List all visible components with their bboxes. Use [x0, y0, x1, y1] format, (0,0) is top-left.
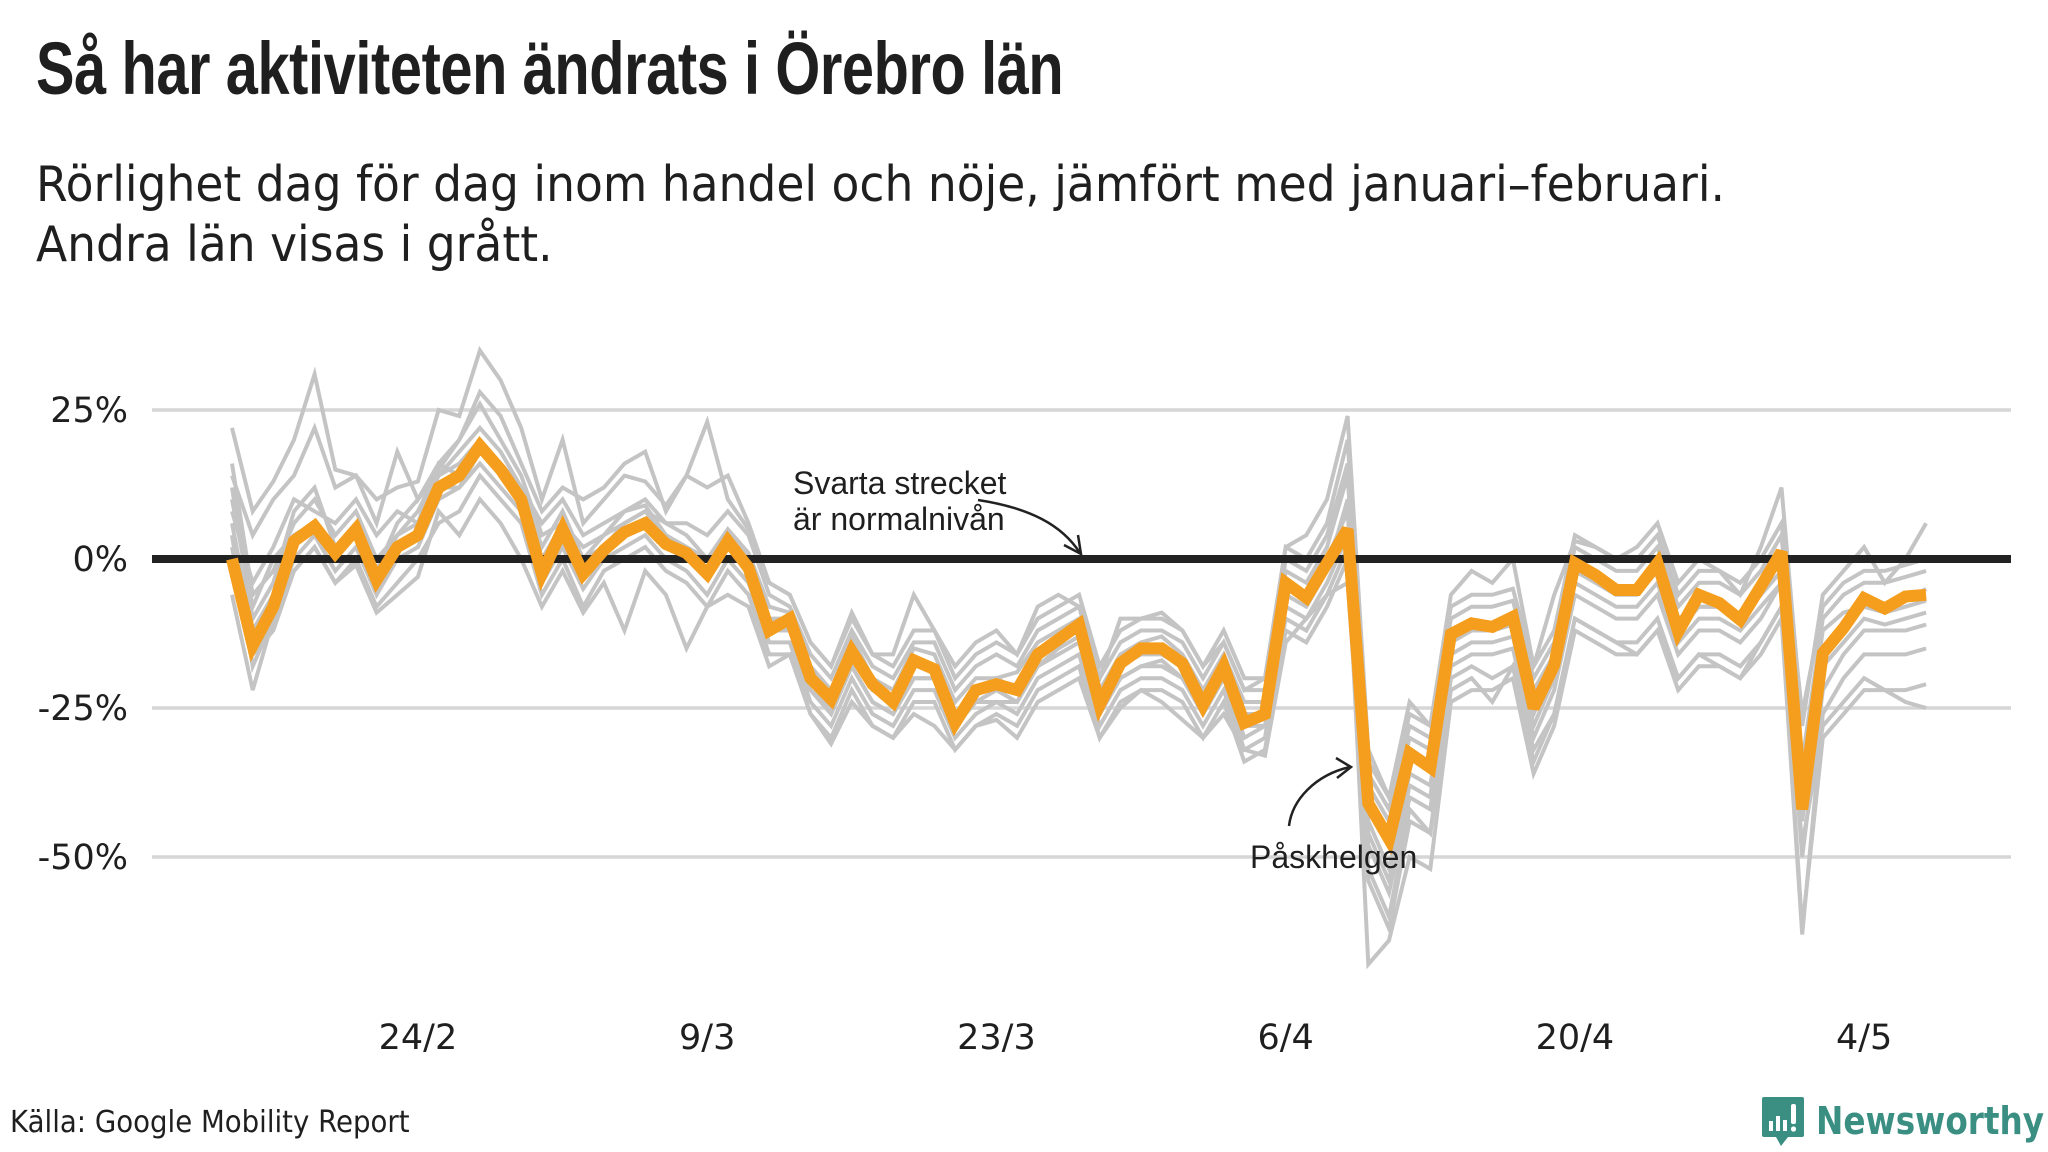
x-tick-label: 23/3: [957, 1018, 1036, 1058]
x-tick-label: 9/3: [679, 1018, 735, 1058]
arrowhead-easter-icon: [1335, 756, 1354, 779]
other-counties-lines: [230, 345, 1928, 970]
annotation-arrow-normal: [977, 498, 1082, 554]
chart-title: Så har aktiviteten ändrats i Örebro län: [36, 27, 1064, 110]
x-tick-label: 6/4: [1257, 1018, 1313, 1058]
source-note: Källa: Google Mobility Report: [10, 1105, 410, 1140]
chart-subtitle: Rörlighet dag för dag inom handel och nö…: [36, 155, 1725, 275]
y-tick-label: -25%: [38, 689, 128, 729]
x-axis-labels: 24/2 9/3 23/3 6/4 20/4 4/5: [379, 1018, 1893, 1058]
annotation-normal-line-2: är normalnivån: [793, 501, 1005, 537]
x-tick-label: 20/4: [1536, 1018, 1615, 1058]
y-tick-label: -50%: [38, 838, 128, 878]
y-tick-label: 0%: [72, 540, 128, 580]
subtitle-line-1: Rörlighet dag för dag inom handel och nö…: [36, 156, 1725, 213]
x-tick-label: 4/5: [1836, 1018, 1892, 1058]
other-county-line: [230, 460, 1927, 900]
x-tick-label: 24/2: [379, 1018, 458, 1058]
newsworthy-logo-icon: [1762, 1097, 1804, 1146]
annotation-arrow-easter: [1287, 765, 1351, 827]
arrowhead-normal-icon: [1063, 534, 1083, 557]
subtitle-line-2: Andra län visas i grått.: [36, 216, 553, 273]
other-county-line: [230, 388, 1927, 803]
orebro-line-group: [226, 436, 1927, 856]
brand-logo: Newsworthy: [1760, 1095, 2048, 1147]
annotations: Svarta strecket är normalnivån Påskhelge…: [793, 465, 1417, 875]
other-county-line: [230, 472, 1927, 936]
y-tick-label: 25%: [50, 391, 128, 431]
annotation-easter: Påskhelgen: [1250, 839, 1417, 875]
annotation-normal-line-1: Svarta strecket: [793, 465, 1007, 501]
y-axis-labels: 25% 0% -25% -50%: [38, 391, 128, 878]
brand-name: Newsworthy: [1816, 1099, 2045, 1143]
